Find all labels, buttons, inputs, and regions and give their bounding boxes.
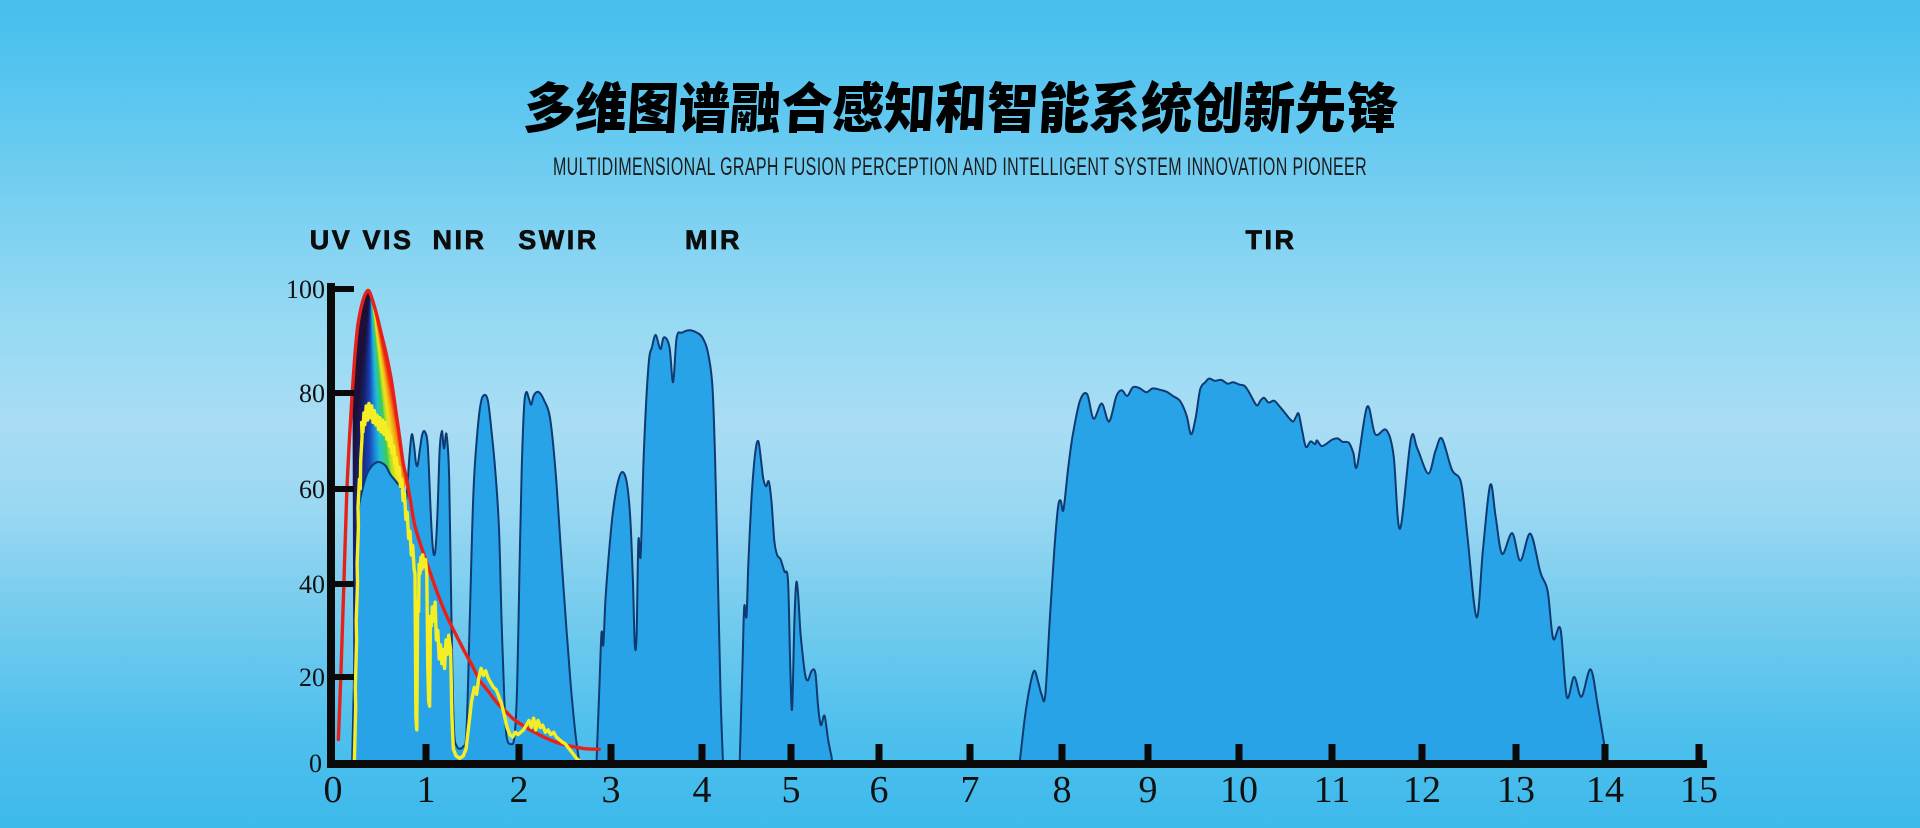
svg-text:4: 4 [693,769,712,811]
svg-text:15: 15 [1680,769,1718,811]
svg-text:MIR: MIR [685,225,742,255]
svg-text:VIS: VIS [362,225,413,255]
svg-text:TIR: TIR [1246,225,1297,255]
svg-text:3: 3 [602,769,621,811]
svg-text:7: 7 [961,769,980,811]
svg-text:100: 100 [286,275,325,304]
svg-text:12: 12 [1403,769,1441,811]
svg-text:60: 60 [299,475,325,504]
svg-text:NIR: NIR [433,225,487,255]
svg-text:9: 9 [1139,769,1158,811]
svg-text:80: 80 [299,379,325,408]
svg-text:6: 6 [870,769,889,811]
svg-text:0: 0 [309,749,322,778]
svg-text:2: 2 [510,769,529,811]
svg-text:8: 8 [1053,769,1072,811]
svg-text:1: 1 [417,769,436,811]
svg-text:SWIR: SWIR [518,225,599,255]
svg-text:13: 13 [1497,769,1535,811]
svg-text:MULTIDIMENSIONAL GRAPH FUSION: MULTIDIMENSIONAL GRAPH FUSION PERCEPTION… [553,153,1367,181]
svg-text:14: 14 [1586,769,1624,811]
svg-text:10: 10 [1220,769,1258,811]
svg-text:0: 0 [324,769,343,811]
svg-text:UV: UV [310,225,353,255]
svg-text:20: 20 [299,663,325,692]
svg-text:5: 5 [782,769,801,811]
svg-text:11: 11 [1314,769,1351,811]
svg-text:40: 40 [299,570,325,599]
